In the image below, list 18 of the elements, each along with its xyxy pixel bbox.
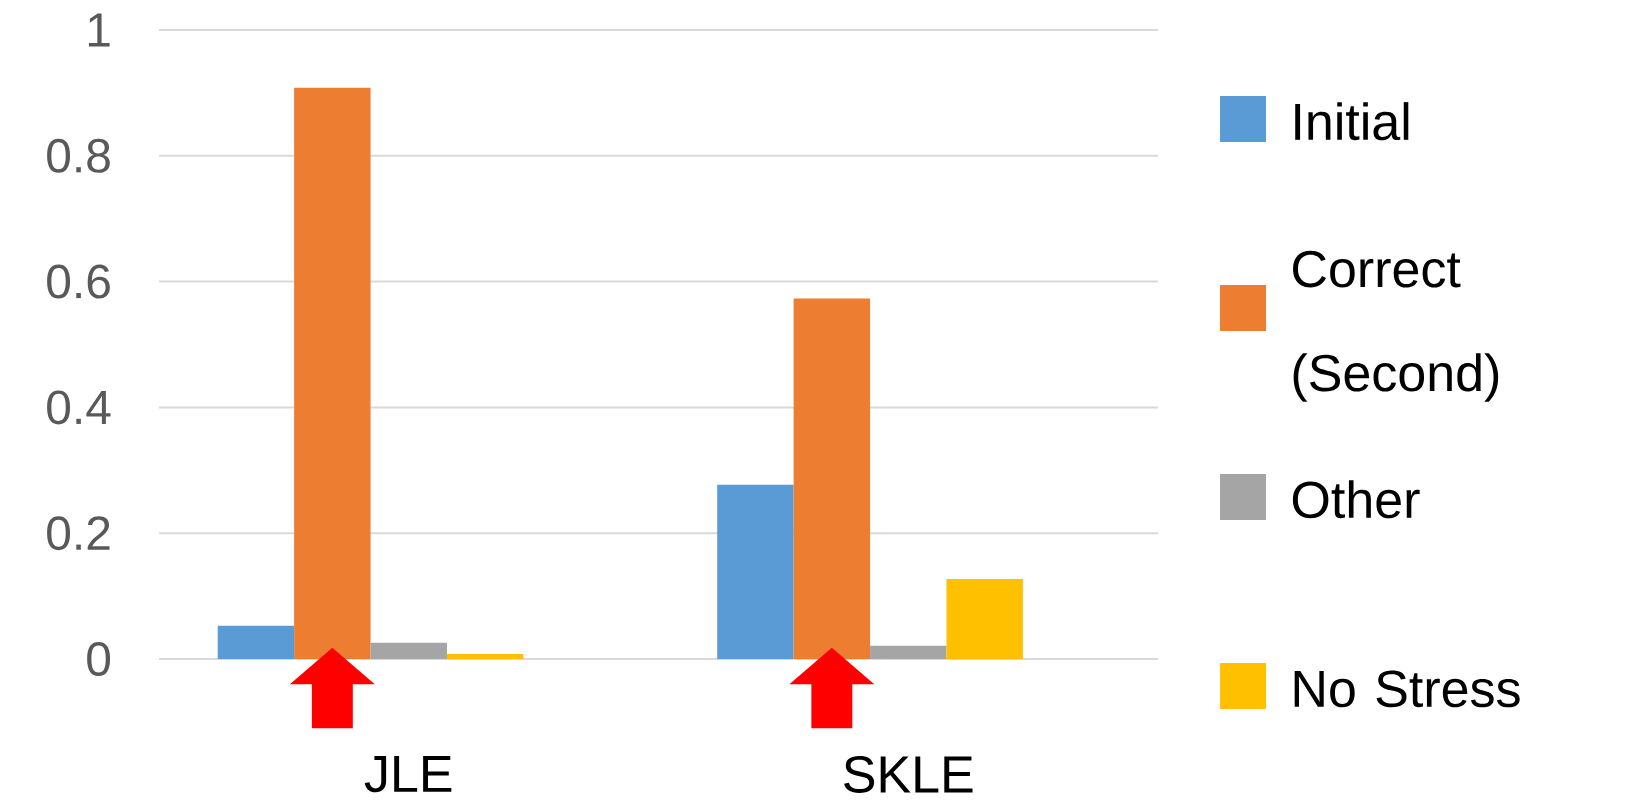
- y-tick-label: 0.8: [47, 138, 110, 173]
- y-tick-label: 0.2: [47, 516, 110, 551]
- y-tick-label: 0.4: [47, 390, 111, 425]
- y-tick-label: 0.6: [47, 264, 110, 299]
- legend-label: No Stress: [1294, 670, 1520, 708]
- legend-label: Initial: [1295, 102, 1409, 141]
- y-tick-label: 0: [87, 642, 111, 676]
- bar: [370, 642, 447, 659]
- bar: [446, 653, 524, 659]
- x-tick-label: JLE: [364, 756, 452, 793]
- bar: [946, 579, 1023, 659]
- bar: [717, 484, 794, 659]
- bar: [217, 625, 295, 659]
- legend-label: Other: [1292, 480, 1420, 519]
- x-tick-label: SKLE: [844, 756, 973, 793]
- bar: [870, 645, 947, 659]
- y-tick-label: 1: [88, 13, 110, 47]
- text: Correct (Second): [1293, 250, 1499, 402]
